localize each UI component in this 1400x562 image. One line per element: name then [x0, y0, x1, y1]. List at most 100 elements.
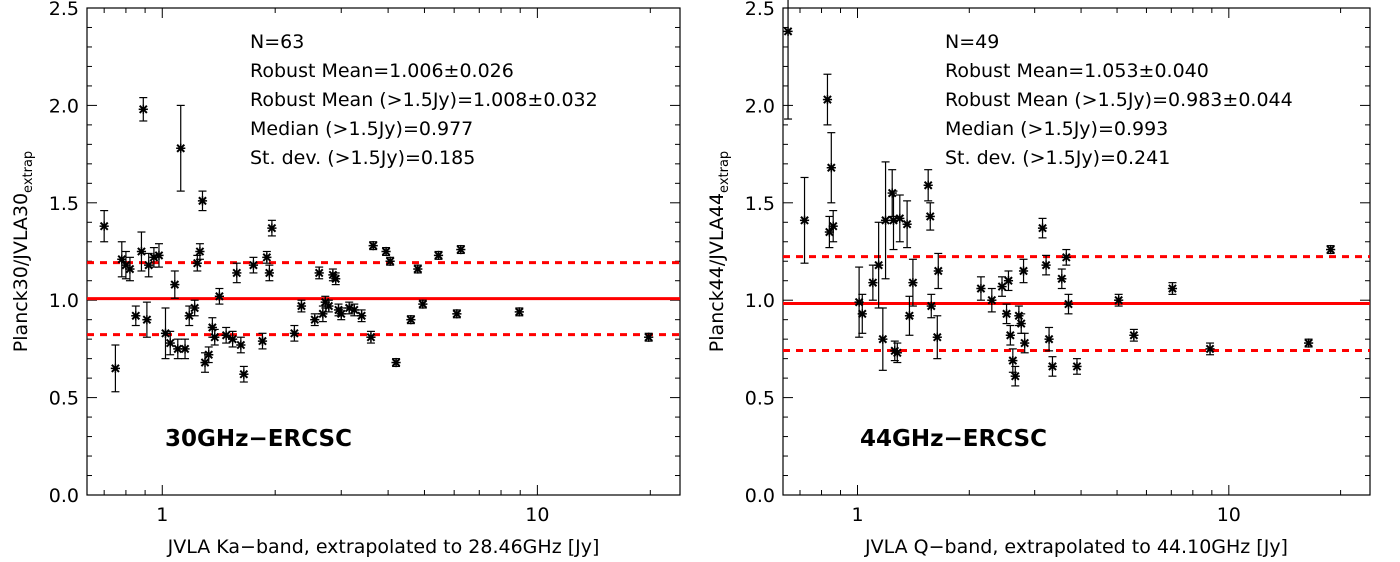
data-point — [195, 243, 205, 260]
data-point — [232, 262, 242, 284]
y-tick-label: 0.0 — [745, 485, 775, 507]
data-point — [888, 190, 899, 251]
data-point — [236, 336, 246, 354]
y-tick-label: 2.5 — [745, 0, 775, 20]
data-point — [262, 250, 272, 264]
data-point — [192, 254, 202, 272]
panel-label: 44GHz−ERCSC — [860, 426, 1047, 452]
data-point — [418, 299, 428, 309]
data-point — [136, 231, 147, 272]
data-point — [1010, 365, 1020, 387]
data-point — [1205, 342, 1215, 356]
x-tick-label: 10 — [1217, 504, 1241, 526]
data-point — [385, 256, 395, 266]
data-point — [176, 104, 186, 192]
data-point — [902, 200, 912, 249]
data-point — [1072, 358, 1082, 375]
stats-line: St. dev. (>1.5Jy)=0.241 — [945, 147, 1170, 169]
data-point — [344, 301, 354, 315]
y-axis-label: Planck30/JVLA30extrap — [10, 151, 36, 352]
data-point — [887, 169, 897, 218]
data-point — [1041, 254, 1051, 276]
data-point — [289, 324, 299, 342]
x-tick-label: 1 — [156, 504, 168, 526]
data-point — [381, 246, 391, 257]
data-point — [214, 287, 224, 305]
data-point — [644, 332, 654, 342]
data-point — [204, 346, 214, 364]
data-point — [117, 241, 127, 278]
stats-line: Robust Mean (>1.5Jy)=0.983±0.044 — [945, 89, 1293, 111]
y-tick-label: 2.0 — [49, 95, 79, 117]
plot-frame — [86, 7, 681, 496]
data-point — [165, 330, 175, 356]
data-point — [1005, 324, 1015, 346]
data-point — [932, 315, 942, 360]
y-tick-label: 0.0 — [49, 485, 79, 507]
data-point — [456, 244, 466, 255]
data-point — [1129, 328, 1139, 342]
data-point — [368, 241, 378, 251]
data-point — [406, 315, 416, 325]
data-point — [904, 295, 915, 336]
data-point — [257, 332, 268, 350]
y-tick-label: 2.5 — [49, 0, 79, 20]
data-point — [997, 276, 1007, 297]
data-point — [874, 221, 884, 309]
x-axis-label: JVLA Q−band, extrapolated to 44.10GHz [J… — [864, 536, 1288, 558]
y-tick-label: 0.5 — [49, 388, 79, 410]
x-tick-label: 1 — [851, 504, 863, 526]
data-point — [336, 307, 346, 321]
panel-label: 30GHz−ERCSC — [165, 426, 352, 452]
data-point — [923, 169, 933, 202]
data-point — [142, 301, 152, 338]
data-point — [296, 299, 307, 313]
data-point — [357, 309, 367, 323]
data-point — [170, 270, 180, 299]
data-point — [228, 330, 238, 348]
stats-line: Robust Mean=1.006±0.026 — [250, 60, 514, 82]
data-point — [822, 73, 833, 126]
data-point — [433, 250, 444, 260]
y-tick-label: 2.0 — [745, 95, 775, 117]
data-point — [987, 287, 997, 313]
y-tick-label: 0.5 — [745, 388, 775, 410]
data-point — [1044, 326, 1054, 352]
data-point — [824, 215, 834, 249]
data-point — [1167, 282, 1178, 295]
data-point — [892, 342, 902, 364]
data-point — [349, 303, 359, 317]
data-point — [210, 328, 220, 346]
data-point — [857, 293, 867, 334]
data-point — [880, 161, 891, 280]
data-point — [99, 209, 109, 243]
x-axis-label: JVLA Ka−band, extrapolated to 28.46GHz [… — [167, 536, 600, 558]
stats-line: N=49 — [945, 31, 999, 53]
data-point — [1003, 270, 1014, 292]
data-point — [826, 132, 836, 204]
data-point — [125, 256, 135, 282]
data-point — [828, 209, 838, 243]
data-point — [933, 252, 943, 290]
data-point — [925, 202, 935, 231]
data-point — [239, 365, 249, 383]
data-point — [149, 247, 159, 268]
data-point — [154, 243, 164, 268]
data-point — [976, 276, 986, 301]
data-point — [1047, 356, 1058, 377]
y-axis-label-main: Planck44/JVLA44 — [706, 193, 728, 352]
y-axis-label-subscript: extrap — [21, 151, 36, 193]
data-point — [799, 176, 810, 264]
data-point — [1020, 332, 1030, 354]
y-axis-label-main: Planck30/JVLA30 — [10, 193, 32, 352]
y-tick-label: 1.5 — [49, 193, 79, 215]
data-point — [331, 272, 341, 286]
data-point — [248, 256, 259, 274]
data-point — [180, 338, 190, 360]
panel-44ghz: 0.0 0.5 1.0 1.5 2.0 2.5 1 10 JVLA Q−band, extrap… — [706, 0, 1371, 558]
stats-line: N=63 — [250, 31, 304, 53]
stats-line: Robust Mean=1.053±0.040 — [945, 60, 1209, 82]
data-point — [1018, 258, 1029, 284]
stats-line: Robust Mean (>1.5Jy)=1.008±0.032 — [250, 89, 598, 111]
